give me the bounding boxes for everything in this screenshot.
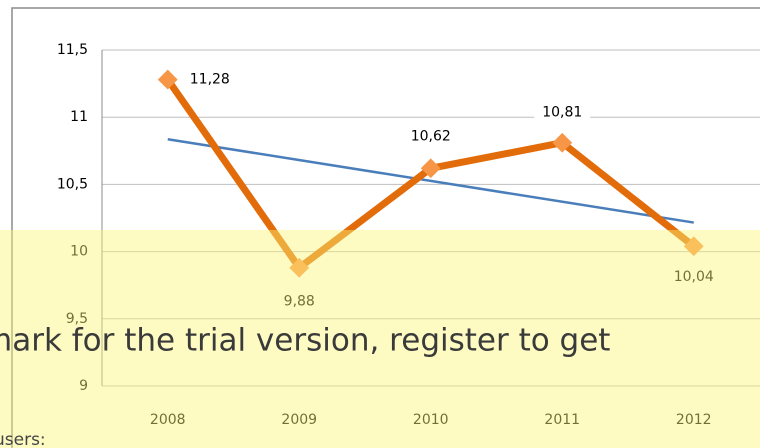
- x-tick-label: 2009: [281, 412, 317, 428]
- y-tick-label: 10: [70, 244, 88, 260]
- watermark-text: mark for the trial version, register to …: [0, 323, 610, 359]
- data-label: 10,62: [411, 128, 451, 144]
- chart-border: [11, 7, 760, 448]
- plot-area: 9 9,5 10 10,5 11 11,5 2008 2009 2010 2011 2012 11,2…: [57, 42, 760, 428]
- x-tick-label: 2008: [150, 412, 186, 428]
- data-label: 10,04: [674, 269, 714, 285]
- watermark-band: [0, 230, 760, 448]
- x-tick-label: 2011: [544, 412, 580, 428]
- data-label: 11,28: [190, 72, 230, 88]
- y-tick-label: 11,5: [57, 42, 88, 58]
- trendline: [167, 138, 694, 224]
- marker: [157, 69, 178, 90]
- data-label: 9,88: [284, 294, 315, 310]
- watermark-footer: users:: [0, 430, 46, 448]
- y-tick-label: 10,5: [57, 176, 88, 192]
- label-bg: [402, 126, 459, 147]
- data-label: 10,81: [542, 105, 582, 121]
- y-tick-label: 9: [79, 378, 88, 394]
- x-tick-label: 2010: [413, 412, 449, 428]
- y-tick-label: 11: [70, 109, 88, 125]
- y-tick-label: 9,5: [66, 311, 88, 327]
- marker: [289, 257, 310, 278]
- x-tick-label: 2012: [676, 412, 712, 428]
- marker: [420, 158, 441, 179]
- label-bg: [534, 102, 591, 123]
